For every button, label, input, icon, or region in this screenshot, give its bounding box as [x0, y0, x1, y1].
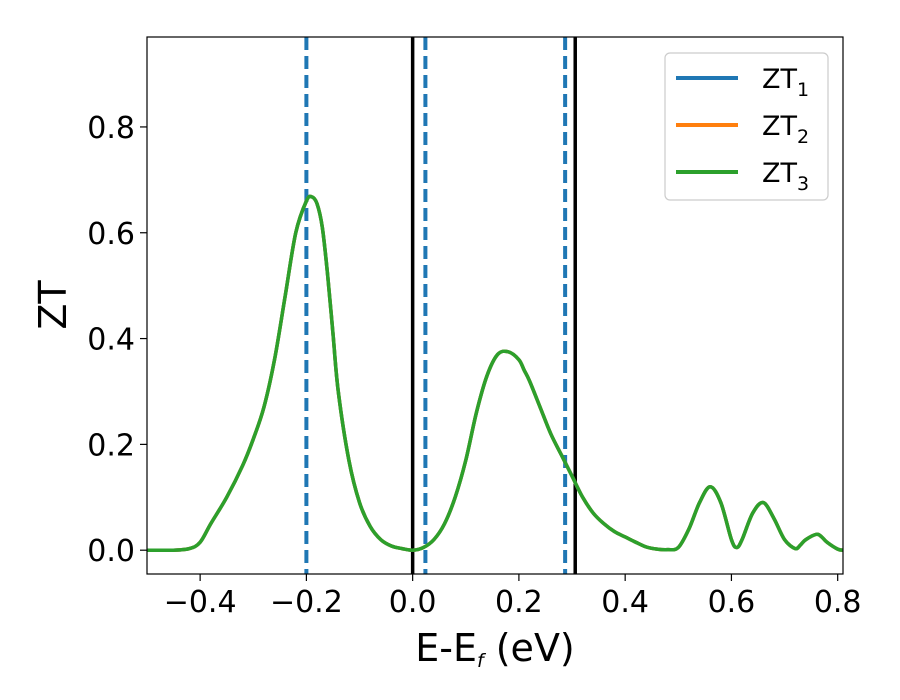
series-line-zt3 [147, 194, 843, 553]
x-tick-label: 0.0 [389, 585, 437, 620]
legend-label-zt2: ZT2 [762, 111, 809, 148]
y-axis-title: ZT [31, 280, 75, 330]
x-axis-title: E-Ef (eV) [415, 626, 575, 672]
y-tick-label: 0.6 [87, 217, 135, 252]
legend: ZT1 ZT2 ZT3 [664, 52, 829, 201]
x-tick-label: 0.8 [814, 585, 862, 620]
legend-label-zt3: ZT3 [762, 158, 809, 195]
x-tick-label: −0.4 [164, 585, 237, 620]
x-tick-label: 0.4 [601, 585, 649, 620]
legend-label-zt1: ZT1 [762, 64, 809, 101]
x-tick-label: 0.6 [708, 585, 756, 620]
plot-frame [146, 36, 844, 575]
y-axis: 0.0 0.2 0.4 0.6 0.8 [87, 111, 147, 569]
x-tick-label: 0.2 [495, 585, 543, 620]
y-tick-label: 0.2 [87, 428, 135, 463]
y-tick-label: 0.4 [87, 323, 135, 358]
y-tick-label: 0.8 [87, 111, 135, 146]
x-axis: −0.4 −0.2 0.0 0.2 0.4 0.6 0.8 [164, 574, 862, 620]
y-tick-label: 0.0 [87, 534, 135, 569]
legend-box [664, 52, 829, 201]
x-tick-label: −0.2 [270, 585, 343, 620]
series-lines [147, 194, 843, 553]
